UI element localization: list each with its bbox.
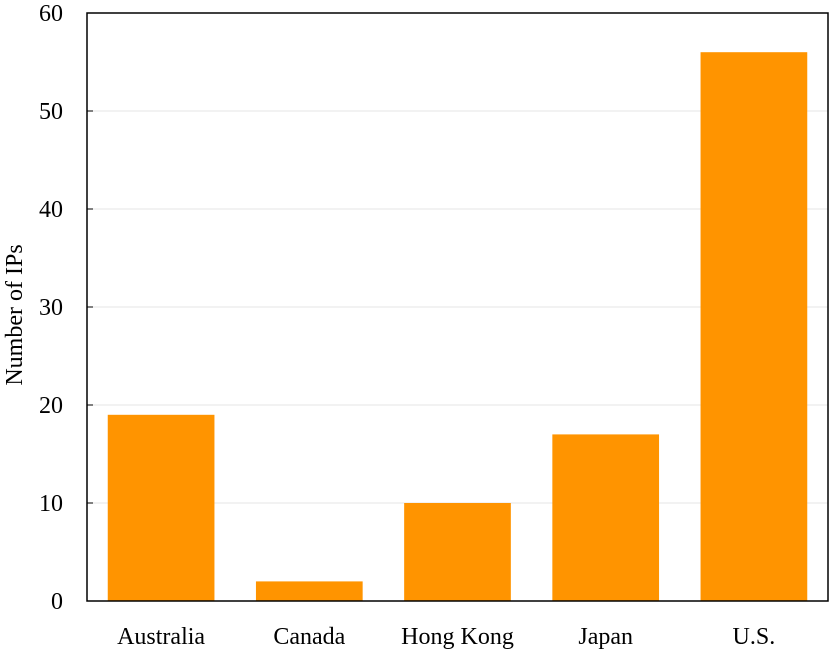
y-tick-label: 60 (39, 1, 63, 27)
bar-australia (107, 414, 215, 601)
y-axis-ticks: 0 10 20 30 40 50 60 (39, 1, 93, 615)
y-tick-label: 50 (39, 99, 63, 125)
x-tick-label: Japan (578, 624, 633, 650)
bar-u-s (700, 52, 808, 601)
y-tick-label: 20 (39, 393, 63, 419)
bar-canada (255, 581, 363, 601)
bars (107, 52, 808, 601)
bar-japan (552, 434, 660, 601)
bar-hong-kong (404, 503, 511, 601)
y-tick-label: 0 (51, 589, 63, 615)
x-tick-label: Australia (117, 624, 205, 650)
x-axis-ticks: Australia Canada Hong Kong Japan U.S. (117, 624, 775, 650)
y-tick-label: 30 (39, 295, 63, 321)
y-axis-title: Number of IPs (2, 244, 28, 385)
y-tick-label: 10 (39, 491, 63, 517)
x-tick-label: Hong Kong (401, 624, 514, 650)
x-tick-label: U.S. (733, 624, 776, 650)
x-tick-label: Canada (273, 624, 345, 650)
y-tick-label: 40 (39, 197, 63, 223)
